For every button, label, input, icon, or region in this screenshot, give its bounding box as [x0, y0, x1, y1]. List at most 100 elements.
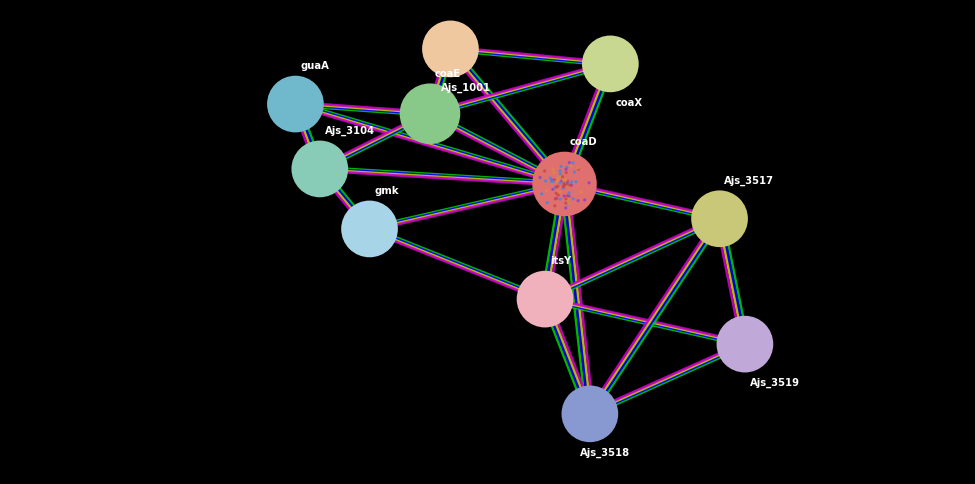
Point — [558, 195, 573, 203]
Text: itsY: itsY — [550, 257, 571, 266]
Point — [561, 200, 576, 208]
Point — [545, 178, 561, 185]
Text: coaX: coaX — [615, 98, 643, 107]
Circle shape — [533, 153, 596, 215]
Text: Ajs_3518: Ajs_3518 — [580, 448, 630, 458]
Circle shape — [692, 192, 747, 246]
Point — [548, 189, 564, 197]
Point — [546, 169, 562, 177]
Point — [534, 190, 550, 197]
Point — [558, 199, 573, 207]
Point — [566, 159, 581, 166]
Circle shape — [401, 85, 459, 143]
Point — [542, 174, 558, 182]
Point — [559, 181, 574, 188]
Point — [538, 187, 554, 195]
Text: Ajs_1001: Ajs_1001 — [441, 83, 490, 93]
Point — [559, 179, 574, 187]
Point — [545, 185, 561, 193]
Point — [560, 177, 575, 185]
Point — [550, 182, 566, 190]
Point — [558, 204, 573, 212]
Point — [556, 180, 571, 188]
Point — [552, 188, 567, 196]
Point — [562, 189, 577, 197]
Point — [559, 183, 574, 191]
Point — [547, 202, 563, 210]
Point — [552, 167, 567, 175]
Circle shape — [563, 387, 617, 441]
Point — [553, 163, 568, 170]
Point — [549, 183, 565, 191]
Point — [552, 179, 567, 187]
Point — [559, 166, 574, 173]
Point — [560, 197, 575, 205]
Point — [544, 176, 560, 184]
Point — [558, 181, 573, 189]
Point — [532, 174, 548, 182]
Point — [556, 182, 571, 190]
Text: coaD: coaD — [569, 137, 597, 147]
Point — [561, 195, 576, 203]
Point — [570, 164, 586, 172]
Point — [559, 169, 574, 177]
Circle shape — [518, 272, 572, 326]
Text: Ajs_3104: Ajs_3104 — [325, 126, 374, 136]
Point — [577, 196, 593, 204]
Text: coaE: coaE — [435, 69, 461, 79]
Point — [537, 167, 553, 175]
Point — [573, 188, 589, 196]
Point — [566, 168, 582, 176]
Point — [560, 179, 575, 187]
Point — [548, 183, 564, 191]
Point — [557, 192, 572, 200]
Point — [549, 177, 565, 185]
Circle shape — [292, 142, 347, 196]
Circle shape — [583, 37, 638, 91]
Point — [559, 183, 574, 191]
Point — [564, 178, 579, 186]
Point — [559, 164, 574, 171]
Point — [558, 180, 573, 187]
Point — [557, 181, 572, 188]
Circle shape — [342, 202, 397, 256]
Text: Ajs_3519: Ajs_3519 — [750, 378, 799, 388]
Circle shape — [423, 22, 478, 76]
Point — [558, 178, 573, 186]
Circle shape — [268, 77, 323, 131]
Text: Ajs_3517: Ajs_3517 — [724, 176, 774, 186]
Point — [581, 179, 597, 187]
Point — [561, 200, 576, 208]
Point — [556, 184, 571, 192]
Point — [554, 177, 569, 185]
Text: guaA: guaA — [300, 61, 330, 71]
Point — [553, 170, 568, 178]
Point — [549, 195, 565, 202]
Point — [551, 191, 566, 199]
Point — [558, 176, 573, 183]
Point — [562, 192, 577, 200]
Point — [566, 195, 581, 203]
Point — [548, 195, 564, 203]
Circle shape — [718, 317, 772, 371]
Point — [553, 195, 568, 203]
Text: gmk: gmk — [374, 186, 399, 196]
Point — [559, 179, 574, 186]
Point — [562, 181, 577, 189]
Point — [539, 199, 555, 207]
Point — [544, 178, 560, 185]
Point — [547, 176, 563, 184]
Point — [549, 189, 565, 197]
Point — [555, 173, 570, 181]
Point — [550, 174, 566, 182]
Point — [564, 182, 579, 189]
Point — [568, 178, 584, 185]
Point — [564, 162, 579, 170]
Point — [570, 197, 586, 205]
Point — [538, 177, 554, 185]
Point — [570, 166, 586, 173]
Point — [556, 182, 571, 190]
Point — [562, 159, 577, 166]
Point — [553, 173, 568, 181]
Point — [545, 166, 561, 173]
